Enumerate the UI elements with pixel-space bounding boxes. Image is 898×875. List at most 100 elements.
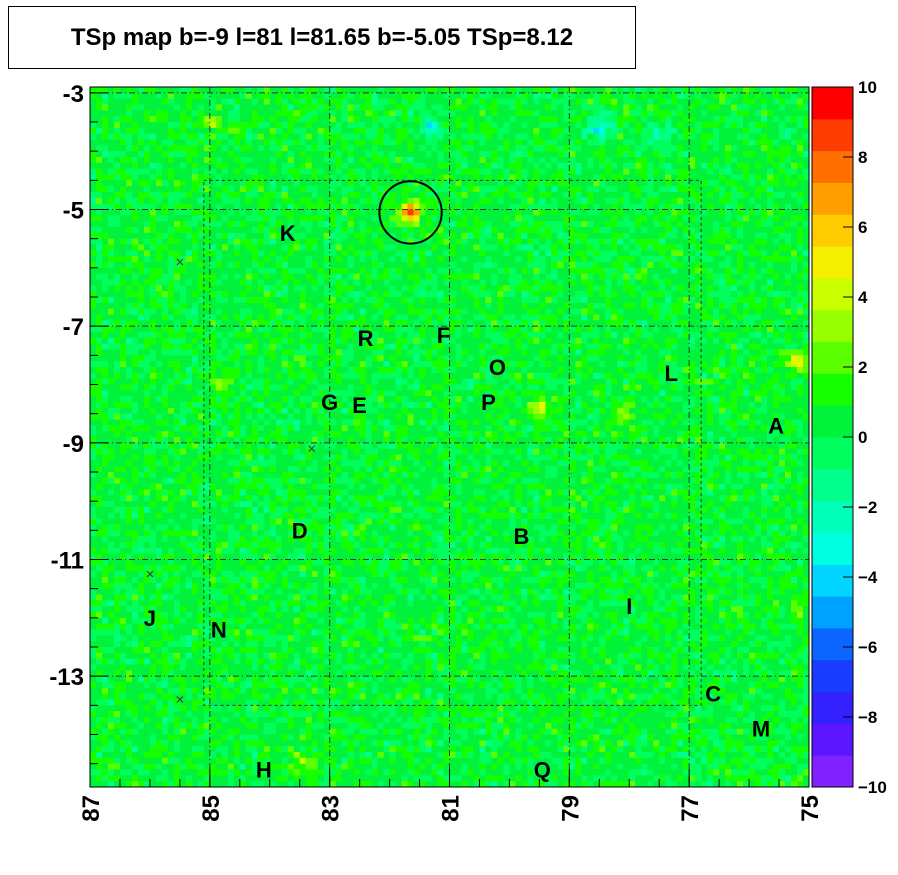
heatmap-cell bbox=[372, 303, 378, 309]
heatmap-cell bbox=[366, 262, 372, 268]
heatmap-cell bbox=[144, 315, 150, 321]
heatmap-cell bbox=[426, 198, 432, 204]
heatmap-cell bbox=[408, 210, 414, 216]
heatmap-cell bbox=[515, 239, 521, 245]
heatmap-cell bbox=[479, 145, 485, 151]
heatmap-cell bbox=[773, 99, 779, 105]
heatmap-cell bbox=[150, 163, 156, 169]
heatmap-cell bbox=[90, 122, 96, 128]
heatmap-cell bbox=[455, 268, 461, 274]
heatmap-cell bbox=[767, 116, 773, 122]
heatmap-cell bbox=[324, 215, 330, 221]
heatmap-cell bbox=[270, 297, 276, 303]
heatmap-cell bbox=[90, 326, 96, 332]
heatmap-cell bbox=[773, 221, 779, 227]
heatmap-cell bbox=[420, 110, 426, 116]
heatmap-cell bbox=[186, 151, 192, 157]
heatmap-cell bbox=[707, 210, 713, 216]
heatmap-cell bbox=[150, 227, 156, 233]
heatmap-cell bbox=[491, 105, 497, 111]
heatmap-cell bbox=[126, 285, 132, 291]
heatmap-cell bbox=[503, 128, 509, 134]
heatmap-cell bbox=[791, 198, 797, 204]
heatmap-cell bbox=[222, 297, 228, 303]
heatmap-cell bbox=[659, 128, 665, 134]
heatmap-cell bbox=[228, 309, 234, 315]
heatmap-cell bbox=[485, 204, 491, 210]
heatmap-cell bbox=[785, 157, 791, 163]
heatmap-cell bbox=[312, 140, 318, 146]
heatmap-cell bbox=[108, 245, 114, 251]
heatmap-cell bbox=[396, 122, 402, 128]
heatmap-cell bbox=[174, 309, 180, 315]
heatmap-cell bbox=[432, 280, 438, 286]
heatmap-cell bbox=[324, 105, 330, 111]
heatmap-cell bbox=[587, 297, 593, 303]
heatmap-cell bbox=[210, 175, 216, 181]
heatmap-cell bbox=[348, 140, 354, 146]
heatmap-cell bbox=[539, 169, 545, 175]
heatmap-cell bbox=[731, 192, 737, 198]
heatmap-cell bbox=[611, 87, 617, 93]
heatmap-cell bbox=[773, 140, 779, 146]
heatmap-cell bbox=[545, 87, 551, 93]
heatmap-cell bbox=[665, 169, 671, 175]
heatmap-cell bbox=[108, 250, 114, 256]
heatmap-cell bbox=[797, 250, 803, 256]
heatmap-cell bbox=[707, 169, 713, 175]
heatmap-cell bbox=[755, 250, 761, 256]
heatmap-cell bbox=[539, 157, 545, 163]
heatmap-cell bbox=[390, 274, 396, 280]
heatmap-cell bbox=[348, 198, 354, 204]
heatmap-cell bbox=[455, 262, 461, 268]
heatmap-cell bbox=[438, 151, 444, 157]
heatmap-cell bbox=[593, 297, 599, 303]
heatmap-cell bbox=[689, 274, 695, 280]
heatmap-cell bbox=[593, 192, 599, 198]
heatmap-cell bbox=[372, 198, 378, 204]
heatmap-cell bbox=[252, 186, 258, 192]
heatmap-cell bbox=[515, 116, 521, 122]
heatmap-cell bbox=[629, 198, 635, 204]
heatmap-cell bbox=[479, 169, 485, 175]
heatmap-cell bbox=[228, 285, 234, 291]
heatmap-cell bbox=[306, 93, 312, 99]
heatmap-cell bbox=[467, 268, 473, 274]
heatmap-cell bbox=[599, 233, 605, 239]
heatmap-cell bbox=[294, 105, 300, 111]
heatmap-cell bbox=[689, 262, 695, 268]
heatmap-cell bbox=[455, 291, 461, 297]
heatmap-cell bbox=[336, 326, 342, 332]
heatmap-cell bbox=[689, 192, 695, 198]
heatmap-cell bbox=[102, 233, 108, 239]
heatmap-cell bbox=[521, 99, 527, 105]
heatmap-cell bbox=[204, 110, 210, 116]
heatmap-cell bbox=[132, 227, 138, 233]
heatmap-cell bbox=[168, 180, 174, 186]
heatmap-cell bbox=[378, 93, 384, 99]
heatmap-cell bbox=[408, 105, 414, 111]
heatmap-cell bbox=[551, 256, 557, 262]
heatmap-cell bbox=[354, 169, 360, 175]
heatmap-cell bbox=[467, 227, 473, 233]
heatmap-cell bbox=[719, 169, 725, 175]
heatmap-cell bbox=[354, 93, 360, 99]
heatmap-cell bbox=[575, 320, 581, 326]
heatmap-cell bbox=[761, 303, 767, 309]
heatmap-cell bbox=[342, 175, 348, 181]
heatmap-cell bbox=[611, 233, 617, 239]
heatmap-cell bbox=[162, 291, 168, 297]
heatmap-cell bbox=[605, 250, 611, 256]
heatmap-cell bbox=[90, 221, 96, 227]
heatmap-cell bbox=[629, 274, 635, 280]
heatmap-cell bbox=[719, 93, 725, 99]
heatmap-cell bbox=[402, 215, 408, 221]
heatmap-cell bbox=[683, 110, 689, 116]
heatmap-cell bbox=[420, 198, 426, 204]
heatmap-cell bbox=[258, 250, 264, 256]
heatmap-cell bbox=[593, 87, 599, 93]
heatmap-cell bbox=[306, 239, 312, 245]
heatmap-cell bbox=[174, 297, 180, 303]
heatmap-cell bbox=[515, 175, 521, 181]
heatmap-cell bbox=[288, 303, 294, 309]
